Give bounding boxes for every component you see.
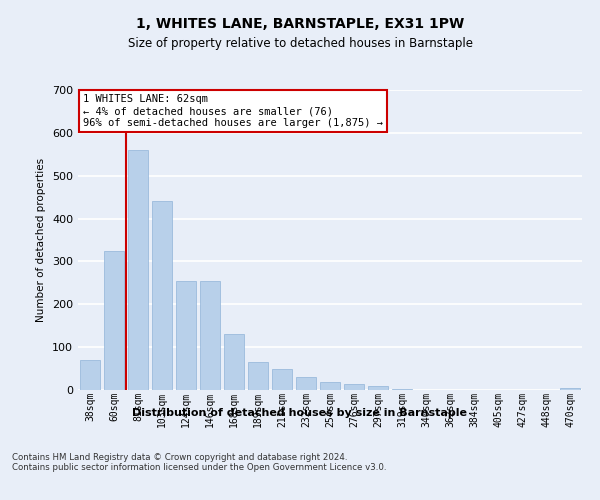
Bar [80,360,100,390]
Text: 1, WHITES LANE, BARNSTAPLE, EX31 1PW: 1, WHITES LANE, BARNSTAPLE, EX31 1PW [136,18,464,32]
Bar [104,250,124,390]
Bar [272,368,292,390]
Text: 1 WHITES LANE: 62sqm
← 4% of detached houses are smaller (76)
96% of semi-detach: 1 WHITES LANE: 62sqm ← 4% of detached ho… [83,94,383,128]
Bar [152,202,172,390]
Bar [320,382,340,390]
Bar [296,377,316,390]
Text: Distribution of detached houses by size in Barnstaple: Distribution of detached houses by size … [133,408,467,418]
Bar [200,280,220,390]
Bar [224,334,244,390]
Bar [176,280,196,390]
Bar [128,150,148,390]
Y-axis label: Number of detached properties: Number of detached properties [37,158,46,322]
Bar [248,362,268,390]
Bar [344,384,364,390]
Text: Contains HM Land Registry data © Crown copyright and database right 2024.
Contai: Contains HM Land Registry data © Crown c… [12,452,386,472]
Bar [560,388,580,390]
Bar [368,386,388,390]
Bar [392,388,412,390]
Text: Size of property relative to detached houses in Barnstaple: Size of property relative to detached ho… [128,38,473,51]
